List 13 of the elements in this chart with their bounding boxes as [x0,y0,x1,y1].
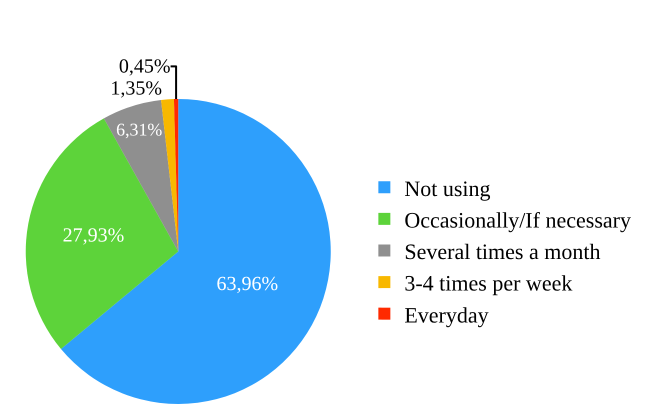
data-label: 0,45% [118,55,171,78]
legend-label: Everyday [404,302,489,328]
pie-slice [60,98,331,404]
data-label: 27,93% [62,224,124,247]
legend-label: Not using [404,176,491,201]
data-label: 63,96% [216,272,278,295]
data-label: 6,31% [116,120,162,140]
pie-slice [26,118,178,349]
legend-label: 3-4 times per week [404,270,572,296]
data-label: 1,35% [110,77,162,100]
legend-label: Several times a month [404,239,600,264]
pie-slice [174,98,178,252]
legend-label: Occasionally/If necessary [404,207,631,232]
